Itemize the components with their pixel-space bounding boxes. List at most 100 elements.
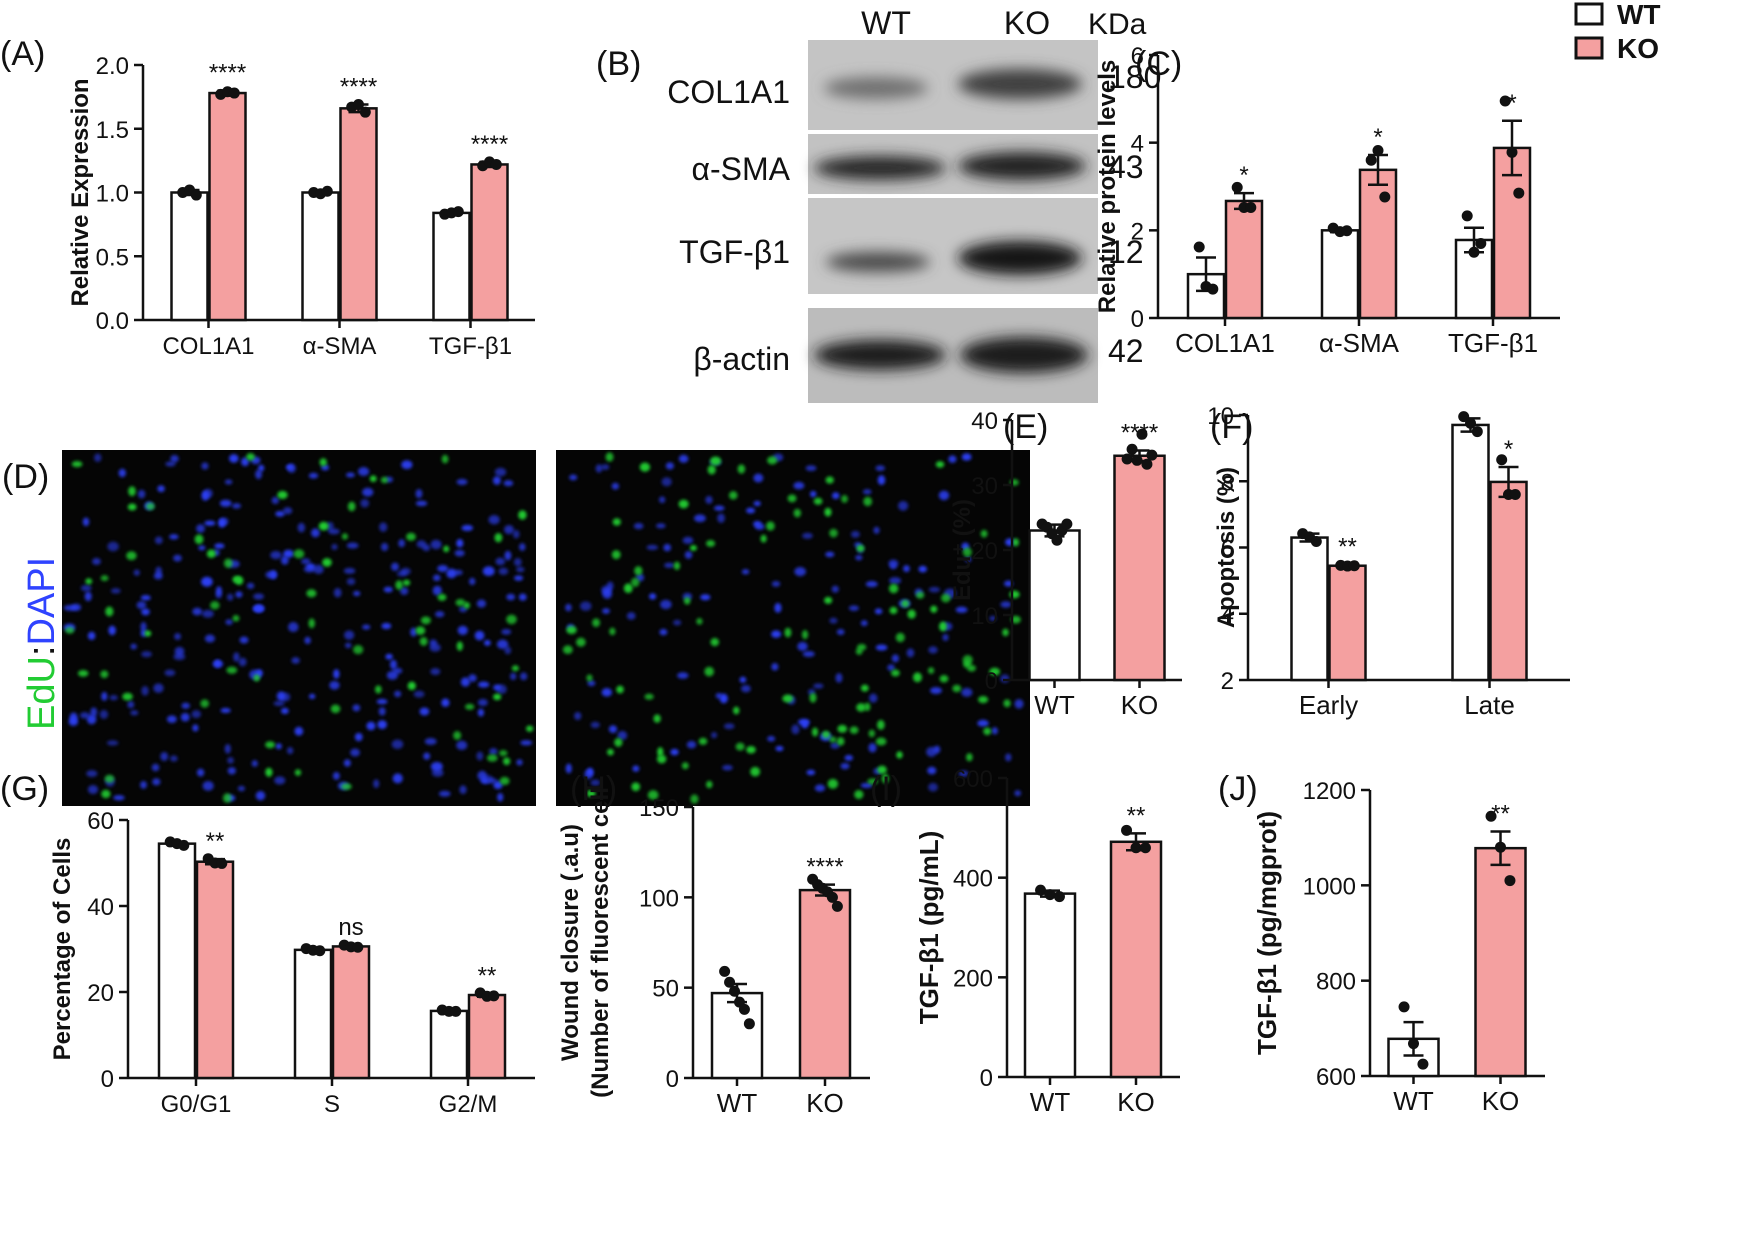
dapi-nucleus xyxy=(810,490,817,498)
dapi-nucleus xyxy=(438,790,451,797)
edu-nucleus xyxy=(1002,628,1009,637)
dapi-nucleus xyxy=(109,695,118,701)
dapi-nucleus xyxy=(906,648,915,658)
bar-wt-point xyxy=(450,1005,462,1017)
legend-label-ko: KO xyxy=(1617,33,1659,64)
bar-ko-point xyxy=(353,99,364,111)
stain-label: EdU:DAPI xyxy=(21,557,63,730)
dapi-nucleus xyxy=(887,664,895,672)
bar-wt-point xyxy=(178,839,190,851)
dapi-nucleus xyxy=(127,700,135,709)
edu-nucleus xyxy=(837,724,848,733)
edu-nucleus xyxy=(868,729,876,738)
y-tick-label: 0 xyxy=(1131,306,1144,333)
edu-nucleus xyxy=(681,762,689,770)
chart-j: (J) 600 800 1000 1200 TGF-β1 (pg/mgprot) WT ** K… xyxy=(1218,770,1545,1116)
dapi-nucleus xyxy=(310,528,320,538)
dapi-nucleus xyxy=(346,542,359,549)
dapi-nucleus xyxy=(930,687,942,695)
dapi-nucleus xyxy=(291,657,300,664)
bar-ko-bar xyxy=(1358,168,1398,320)
dapi-nucleus xyxy=(308,693,316,700)
dapi-nucleus xyxy=(180,712,190,722)
dapi-nucleus xyxy=(456,478,468,486)
dapi-nucleus xyxy=(519,543,526,551)
chart-e: (E) 0 10 20 30 40 Edu⁺ (%) WT **** KO xyxy=(949,408,1182,720)
dapi-nucleus xyxy=(343,567,356,574)
significance-label: **** xyxy=(471,131,508,158)
edu-nucleus xyxy=(518,510,527,520)
dapi-nucleus xyxy=(329,680,340,690)
edu-nucleus xyxy=(801,630,809,640)
bar-ko-point xyxy=(488,990,500,1002)
legend-swatch-ko xyxy=(1574,36,1604,60)
y-tick-label: 8 xyxy=(1221,469,1234,496)
edu-nucleus xyxy=(609,627,616,636)
dapi-nucleus xyxy=(255,791,266,801)
edu-nucleus xyxy=(419,637,428,646)
edu-nucleus xyxy=(144,630,152,637)
dapi-nucleus xyxy=(831,585,839,593)
bar-wt-point xyxy=(724,976,736,988)
edu-nucleus xyxy=(673,561,681,571)
dapi-nucleus xyxy=(352,704,361,712)
edu-nucleus xyxy=(318,521,329,531)
dapi-nucleus xyxy=(227,767,236,775)
edu-nucleus xyxy=(856,544,865,552)
dapi-nucleus xyxy=(848,605,859,611)
dapi-nucleus xyxy=(424,738,437,745)
dapi-nucleus xyxy=(362,624,371,630)
significance-label: ** xyxy=(1127,802,1146,829)
western-row-label-col1a1: COL1A1 xyxy=(667,74,790,110)
edu-nucleus xyxy=(867,778,879,785)
dapi-nucleus xyxy=(113,795,125,801)
y-tick-label: 10 xyxy=(1207,403,1234,430)
y-tick-label: 6 xyxy=(1131,43,1144,70)
edu-nucleus xyxy=(863,496,873,507)
y-tick-label: 0.0 xyxy=(96,308,129,335)
dapi-nucleus xyxy=(1000,601,1012,608)
dapi-nucleus xyxy=(343,759,351,767)
bar-ko-bar xyxy=(1474,846,1527,1078)
edu-nucleus xyxy=(455,598,466,607)
edu-nucleus xyxy=(901,599,910,608)
dapi-nucleus xyxy=(191,710,202,719)
bar-ko-point xyxy=(1121,453,1133,465)
edu-nucleus xyxy=(710,638,720,647)
dapi-nucleus xyxy=(877,475,886,486)
edu-nucleus xyxy=(407,681,416,691)
edu-nucleus xyxy=(127,503,137,511)
y-axis-label: TGF-β1 (pg/mL) xyxy=(914,831,944,1025)
dapi-nucleus xyxy=(478,681,490,688)
edu-nucleus xyxy=(630,577,640,587)
edu-nucleus xyxy=(486,754,498,762)
dapi-nucleus xyxy=(865,581,878,588)
bar-wt-point xyxy=(1044,889,1056,901)
edu-nucleus xyxy=(222,793,232,803)
dapi-nucleus xyxy=(771,580,781,587)
edu-nucleus xyxy=(939,621,947,632)
edu-nucleus xyxy=(710,456,722,466)
dapi-nucleus xyxy=(678,454,689,463)
y-tick-label: 800 xyxy=(1316,969,1356,996)
dapi-nucleus xyxy=(275,743,282,750)
edu-nucleus xyxy=(978,695,989,704)
significance-label: * xyxy=(1239,162,1248,189)
edu-nucleus xyxy=(827,778,839,789)
dapi-nucleus xyxy=(430,539,442,550)
bar-wt-bar xyxy=(157,842,197,1080)
edu-nucleus xyxy=(824,507,832,517)
dapi-nucleus xyxy=(399,587,409,596)
dapi-nucleus xyxy=(664,562,675,568)
dapi-nucleus xyxy=(308,472,319,479)
edu-nucleus xyxy=(728,491,738,500)
dapi-nucleus xyxy=(705,495,713,504)
edu-nucleus xyxy=(611,550,621,560)
dapi-nucleus xyxy=(903,565,910,573)
significance-label: * xyxy=(1504,436,1513,463)
dapi-nucleus xyxy=(933,745,941,754)
dapi-nucleus xyxy=(480,778,489,784)
dapi-nucleus xyxy=(110,588,121,594)
legend: WT KO xyxy=(1574,0,1661,64)
western-header-ko: KO xyxy=(1004,5,1050,41)
